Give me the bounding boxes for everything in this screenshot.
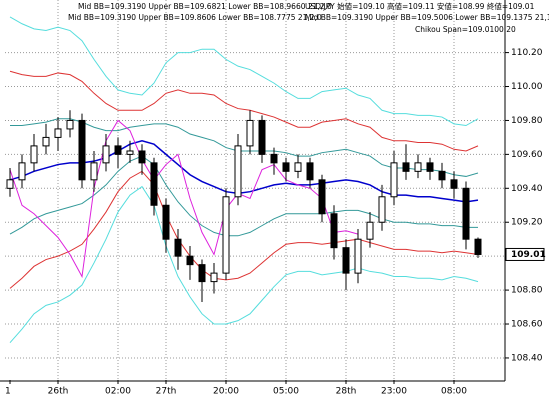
indicator-line	[9, 140, 479, 203]
candle-body	[402, 162, 410, 172]
x-tick-label: 08:00	[441, 387, 467, 397]
candle-body	[222, 196, 230, 274]
candle-body	[294, 162, 302, 172]
candle-body	[306, 162, 314, 181]
candle-body	[138, 150, 146, 164]
candle-body	[246, 119, 254, 147]
candle-body	[126, 150, 134, 155]
indicator-annotation: Mid BB=109.3190 Upper BB=109.6821 Lower …	[78, 2, 332, 11]
y-tick-label: 109.40	[511, 184, 543, 194]
y-tick-label: 109.60	[511, 150, 543, 160]
candle-body	[474, 238, 482, 255]
candle-body	[150, 162, 158, 206]
x-tick-label: 20:00	[213, 387, 239, 397]
candle-body	[318, 179, 326, 215]
indicator-line	[9, 170, 479, 289]
candle-body	[174, 238, 182, 257]
last-price-label: 109.01	[511, 250, 546, 260]
candle-body	[390, 162, 398, 198]
y-tick-label: 108.60	[511, 320, 543, 330]
candle-body	[198, 264, 206, 283]
candle-body	[354, 238, 362, 274]
candle-body	[462, 187, 470, 240]
indicator-annotation: Mid BB=109.3190 Upper BB=109.5006 Lower …	[305, 13, 549, 22]
x-tick-label: 1	[5, 387, 11, 397]
y-tick-label: 108.80	[511, 286, 543, 296]
x-tick-label: 02:00	[105, 387, 131, 397]
candle-body	[426, 162, 434, 172]
candle-body	[282, 162, 290, 172]
y-tick-label: 109.20	[511, 218, 543, 228]
candle-body	[438, 170, 446, 181]
candle-body	[78, 119, 86, 181]
candle-body	[366, 221, 374, 240]
indicator-line	[9, 185, 479, 344]
indicator-annotation: Chikou Span=109.0100 20	[415, 25, 516, 34]
indicator-annotation: Mid BB=109.3190 Upper BB=109.8606 Lower …	[68, 13, 322, 22]
indicator-annotation: USD/JPY 始値=109.10 高値=109.11 安値=108.99 終値…	[305, 1, 535, 11]
candle-body	[102, 145, 110, 164]
y-tick-label: 108.40	[511, 353, 543, 363]
candle-body	[30, 145, 38, 164]
x-tick-label: 28th	[336, 387, 357, 397]
x-tick-label: 23:00	[381, 387, 407, 397]
candle-body	[54, 128, 62, 138]
y-tick-label: 110.20	[511, 48, 543, 58]
indicator-line	[10, 118, 479, 177]
indicator-line	[9, 155, 478, 237]
candle-body	[114, 145, 122, 155]
x-tick-label: 27th	[156, 387, 177, 397]
candle-body	[378, 196, 386, 223]
indicator-line	[9, 119, 359, 279]
candle-body	[234, 145, 242, 198]
candle-body	[258, 119, 266, 155]
candle-body	[42, 136, 50, 147]
candle-body	[186, 255, 194, 266]
candle-body	[450, 179, 458, 189]
candle-body	[18, 162, 26, 181]
candle-body	[270, 153, 278, 164]
candle-body	[210, 272, 218, 283]
candle-body	[330, 213, 338, 249]
indicator-line	[9, 16, 479, 127]
x-tick-label: 05:00	[273, 387, 299, 397]
candle-body	[6, 179, 14, 189]
candle-body	[162, 204, 170, 240]
y-tick-label: 110.00	[511, 82, 543, 92]
candle-body	[342, 247, 350, 274]
last-price-box	[505, 247, 545, 261]
candle-body	[66, 119, 74, 130]
x-tick-label: 26th	[48, 387, 69, 397]
indicator-line	[9, 70, 479, 152]
candle-body	[90, 162, 98, 181]
y-tick-label: 109.80	[511, 116, 543, 126]
candle-body	[414, 162, 422, 172]
